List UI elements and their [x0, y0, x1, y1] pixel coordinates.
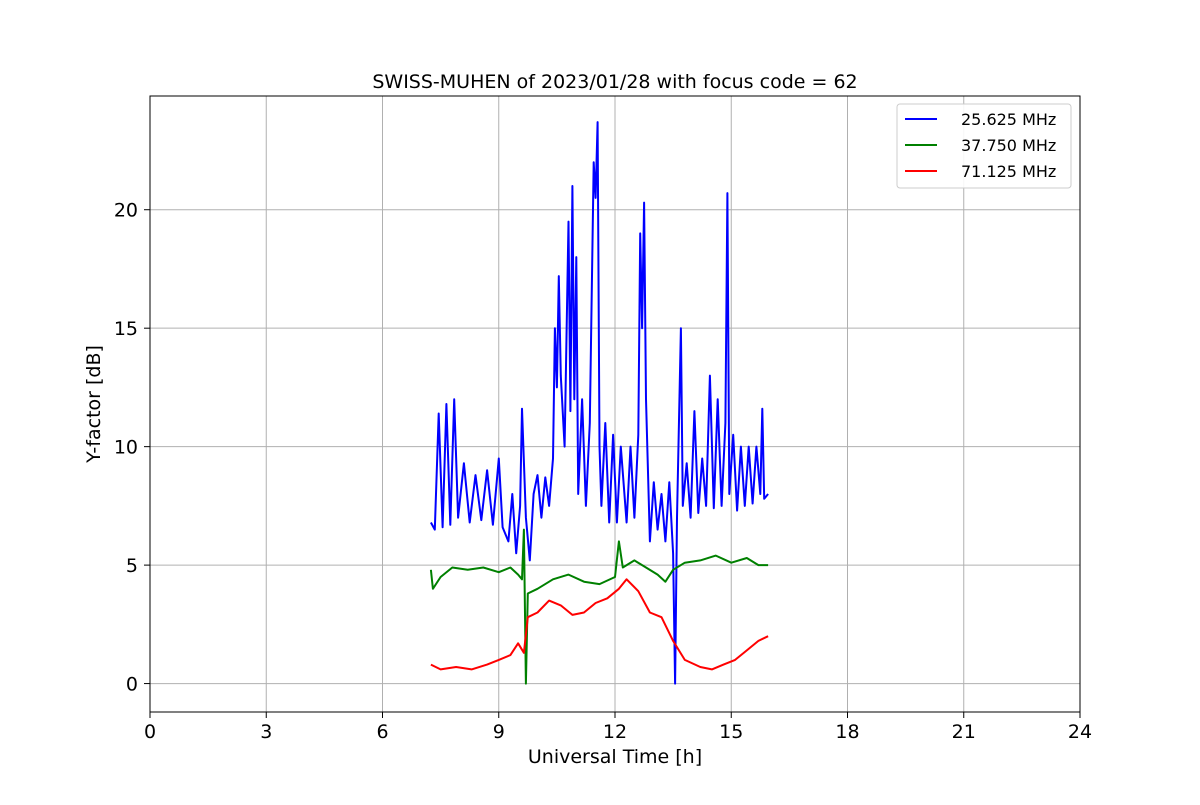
legend-label-1: 37.750 MHz [961, 136, 1056, 155]
x-tick-label: 3 [260, 721, 272, 743]
chart-title: SWISS-MUHEN of 2023/01/28 with focus cod… [372, 71, 857, 93]
x-tick-label: 6 [376, 721, 388, 743]
x-tick-label: 18 [835, 721, 859, 743]
y-tick-label: 10 [114, 437, 138, 459]
y-axis-label: Y-factor [dB] [83, 345, 105, 464]
y-tick-label: 20 [114, 200, 138, 222]
legend-box [896, 103, 1072, 189]
legend-label-0: 25.625 MHz [961, 110, 1056, 129]
x-axis-label: Universal Time [h] [528, 746, 702, 768]
series-line-1 [429, 528, 769, 685]
x-tick-label: 0 [144, 721, 156, 743]
y-tick-label: 15 [114, 318, 138, 340]
series-line-0 [430, 121, 769, 685]
legend-label-2: 71.125 MHz [961, 162, 1056, 181]
x-tick-label: 24 [1068, 721, 1092, 743]
x-tick-label: 15 [719, 721, 743, 743]
series-lines [429, 121, 769, 685]
axis-ticks: 0 3 6 9 12 15 18 21 24 0 5 10 15 20 [114, 200, 1092, 743]
series-line-2 [430, 578, 769, 671]
y-tick-label: 5 [126, 555, 138, 577]
x-tick-label: 21 [952, 721, 976, 743]
y-tick-label: 0 [126, 674, 138, 696]
x-tick-label: 12 [603, 721, 627, 743]
legend: 25.625 MHz 37.750 MHz 71.125 MHz [896, 103, 1072, 189]
x-tick-label: 9 [493, 721, 505, 743]
